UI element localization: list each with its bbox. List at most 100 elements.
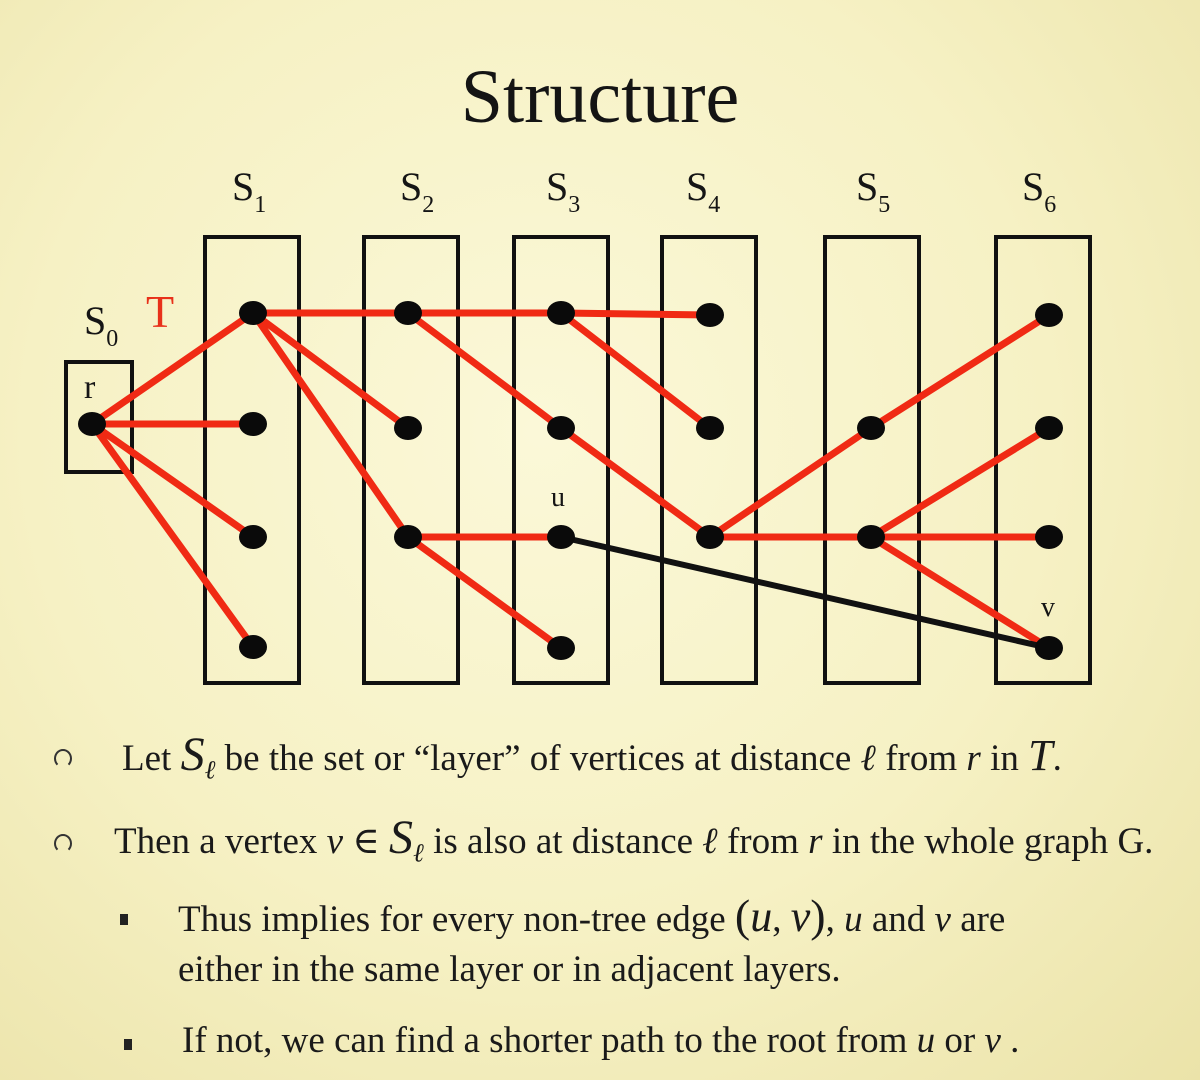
sub-bullet-2-v: v <box>984 1020 1001 1061</box>
sub-bullet-1-comma: , <box>772 899 791 940</box>
sub-bullet-1-text-a: Thus implies for every non-tree edge <box>178 899 735 940</box>
bullet-2-text-b: is also at distance <box>423 821 703 862</box>
bullet-1-text-a: Let <box>122 738 181 779</box>
bullet-2-text-a: Then a vertex <box>114 821 327 862</box>
layer-label-s1: S1 <box>232 164 266 218</box>
bullet-1-r: r <box>966 738 981 779</box>
vertex-e2 <box>857 525 885 549</box>
sub-bullet-1-line-2: either in the same layer or in adjacent … <box>178 948 841 992</box>
tree-edge-a1-b2 <box>249 309 412 432</box>
bullet-1-text-c: from <box>875 738 967 779</box>
tree-edge-r-a4 <box>88 420 257 651</box>
layer-box-s1 <box>203 235 301 685</box>
bullet-1-T: T <box>1028 731 1053 780</box>
vertices <box>78 301 1063 660</box>
sub-bullet-2-text-a: If not, we can find a shorter path to th… <box>182 1020 917 1061</box>
vertex-d2 <box>696 416 724 440</box>
vertex-c1 <box>547 301 575 325</box>
tree-edge-c1-d2 <box>557 309 714 432</box>
bullet-1-text-b: be the set or “layer” of vertices at dis… <box>215 738 861 779</box>
vertex-c3 <box>547 525 575 549</box>
tree-edges <box>88 309 1053 652</box>
hollow-bullet-icon <box>54 834 72 853</box>
tree-edge-a1-b3 <box>249 309 412 541</box>
bullet-2-v: v <box>326 821 344 862</box>
layer-label-s6: S6 <box>1022 164 1056 218</box>
tree-edge-c2-d3 <box>557 424 714 541</box>
sub-bullet-2-period: . <box>1000 1020 1020 1061</box>
vertex-a4 <box>239 635 267 659</box>
sub-bullet-2-u: u <box>916 1020 936 1061</box>
tree-edge-r-a1 <box>88 309 257 428</box>
sub-bullet-1-u: u <box>750 892 773 941</box>
tree-edge-e2-f2 <box>867 424 1053 541</box>
vertex-b2 <box>394 416 422 440</box>
layer-label-s3: S3 <box>546 164 580 218</box>
bullet-2: Then a vertex v ∈ Sℓ is also at distance… <box>54 814 1154 875</box>
bullet-2-text-d: in the whole graph G. <box>822 821 1154 862</box>
tree-edge-e2-f4 <box>867 533 1053 652</box>
vertex-c2 <box>547 416 575 440</box>
sub-bullet-1-are: are <box>950 899 1006 940</box>
bullet-1-set-symbol: S <box>180 728 205 781</box>
sub-bullet-1-v: v <box>790 892 811 941</box>
vertex-e1 <box>857 416 885 440</box>
sub-bullet-1-and: and <box>862 899 935 940</box>
non-tree-edges <box>558 534 1052 651</box>
layer-box-s4 <box>660 235 758 685</box>
layer-label-s2: S2 <box>400 164 434 218</box>
vertex-b1 <box>394 301 422 325</box>
tree-edge-d3-e1 <box>706 424 875 541</box>
tree-edge-b1-c2 <box>404 309 565 432</box>
sub-bullet-1-v-2: v <box>934 899 951 940</box>
diagram-labels: S1 S2 S3 S4 S5 S6 S0 Tr u v <box>84 164 1056 623</box>
vertex-u-label: u <box>551 482 565 513</box>
sub-bullet-1-close-paren: ) <box>810 890 826 941</box>
tree-edge-e1-f1 <box>867 311 1053 432</box>
vertex-a1 <box>239 301 267 325</box>
hollow-bullet-icon <box>54 749 72 768</box>
tree-edge-c1-d1 <box>557 309 714 319</box>
square-bullet-icon <box>124 1039 132 1050</box>
tree-label: T <box>146 286 174 337</box>
vertex-a3 <box>239 525 267 549</box>
bullet-1-ell: ℓ <box>860 738 876 779</box>
layer-box-s0 <box>64 360 134 474</box>
sub-bullet-1-open-paren: ( <box>734 890 751 941</box>
layer-label-s5: S5 <box>856 164 890 218</box>
bullet-2-r: r <box>808 821 823 862</box>
sub-bullet-1-comma-2: , <box>825 899 845 940</box>
root-label: r <box>84 369 96 406</box>
bullet-2-ell: ℓ <box>702 821 718 862</box>
vertex-f3 <box>1035 525 1063 549</box>
vertex-a2 <box>239 412 267 436</box>
vertex-f4 <box>1035 636 1063 660</box>
tree-edge-r-a3 <box>88 420 257 541</box>
vertex-d1 <box>696 303 724 327</box>
bullet-1-period: . <box>1052 738 1062 779</box>
tree-edge-b3-c4 <box>404 533 565 652</box>
bfs-layer-diagram: S1 S2 S3 S4 S5 S6 S0 Tr u v <box>64 164 1092 685</box>
vertex-f2 <box>1035 416 1063 440</box>
sub-bullet-2: If not, we can find a shorter path to th… <box>124 1019 1020 1063</box>
bullet-1-text-d: in <box>980 738 1029 779</box>
vertex-b3 <box>394 525 422 549</box>
layer-label-s4: S4 <box>686 164 720 218</box>
bullet-2-text-c: from <box>717 821 809 862</box>
vertex-f1 <box>1035 303 1063 327</box>
sub-bullet-2-or: or <box>935 1020 985 1061</box>
square-bullet-icon <box>120 914 128 925</box>
slide-title: Structure <box>460 55 740 139</box>
non-tree-edge-u-v <box>558 534 1052 651</box>
layer-box-s2 <box>362 235 460 685</box>
bullet-1: Let Sℓ be the set or “layer” of vertices… <box>54 731 1062 792</box>
vertex-r <box>78 412 106 436</box>
bullet-2-set-symbol: S <box>388 811 413 864</box>
layer-label-s0: S0 <box>84 298 118 352</box>
vertex-d3 <box>696 525 724 549</box>
bullet-2-set-subscript: ℓ <box>412 838 424 868</box>
bullet-2-element-of: ∈ <box>343 821 389 862</box>
sub-bullet-1-text-b: either in the same layer or in adjacent … <box>178 949 841 990</box>
vertex-c4 <box>547 636 575 660</box>
